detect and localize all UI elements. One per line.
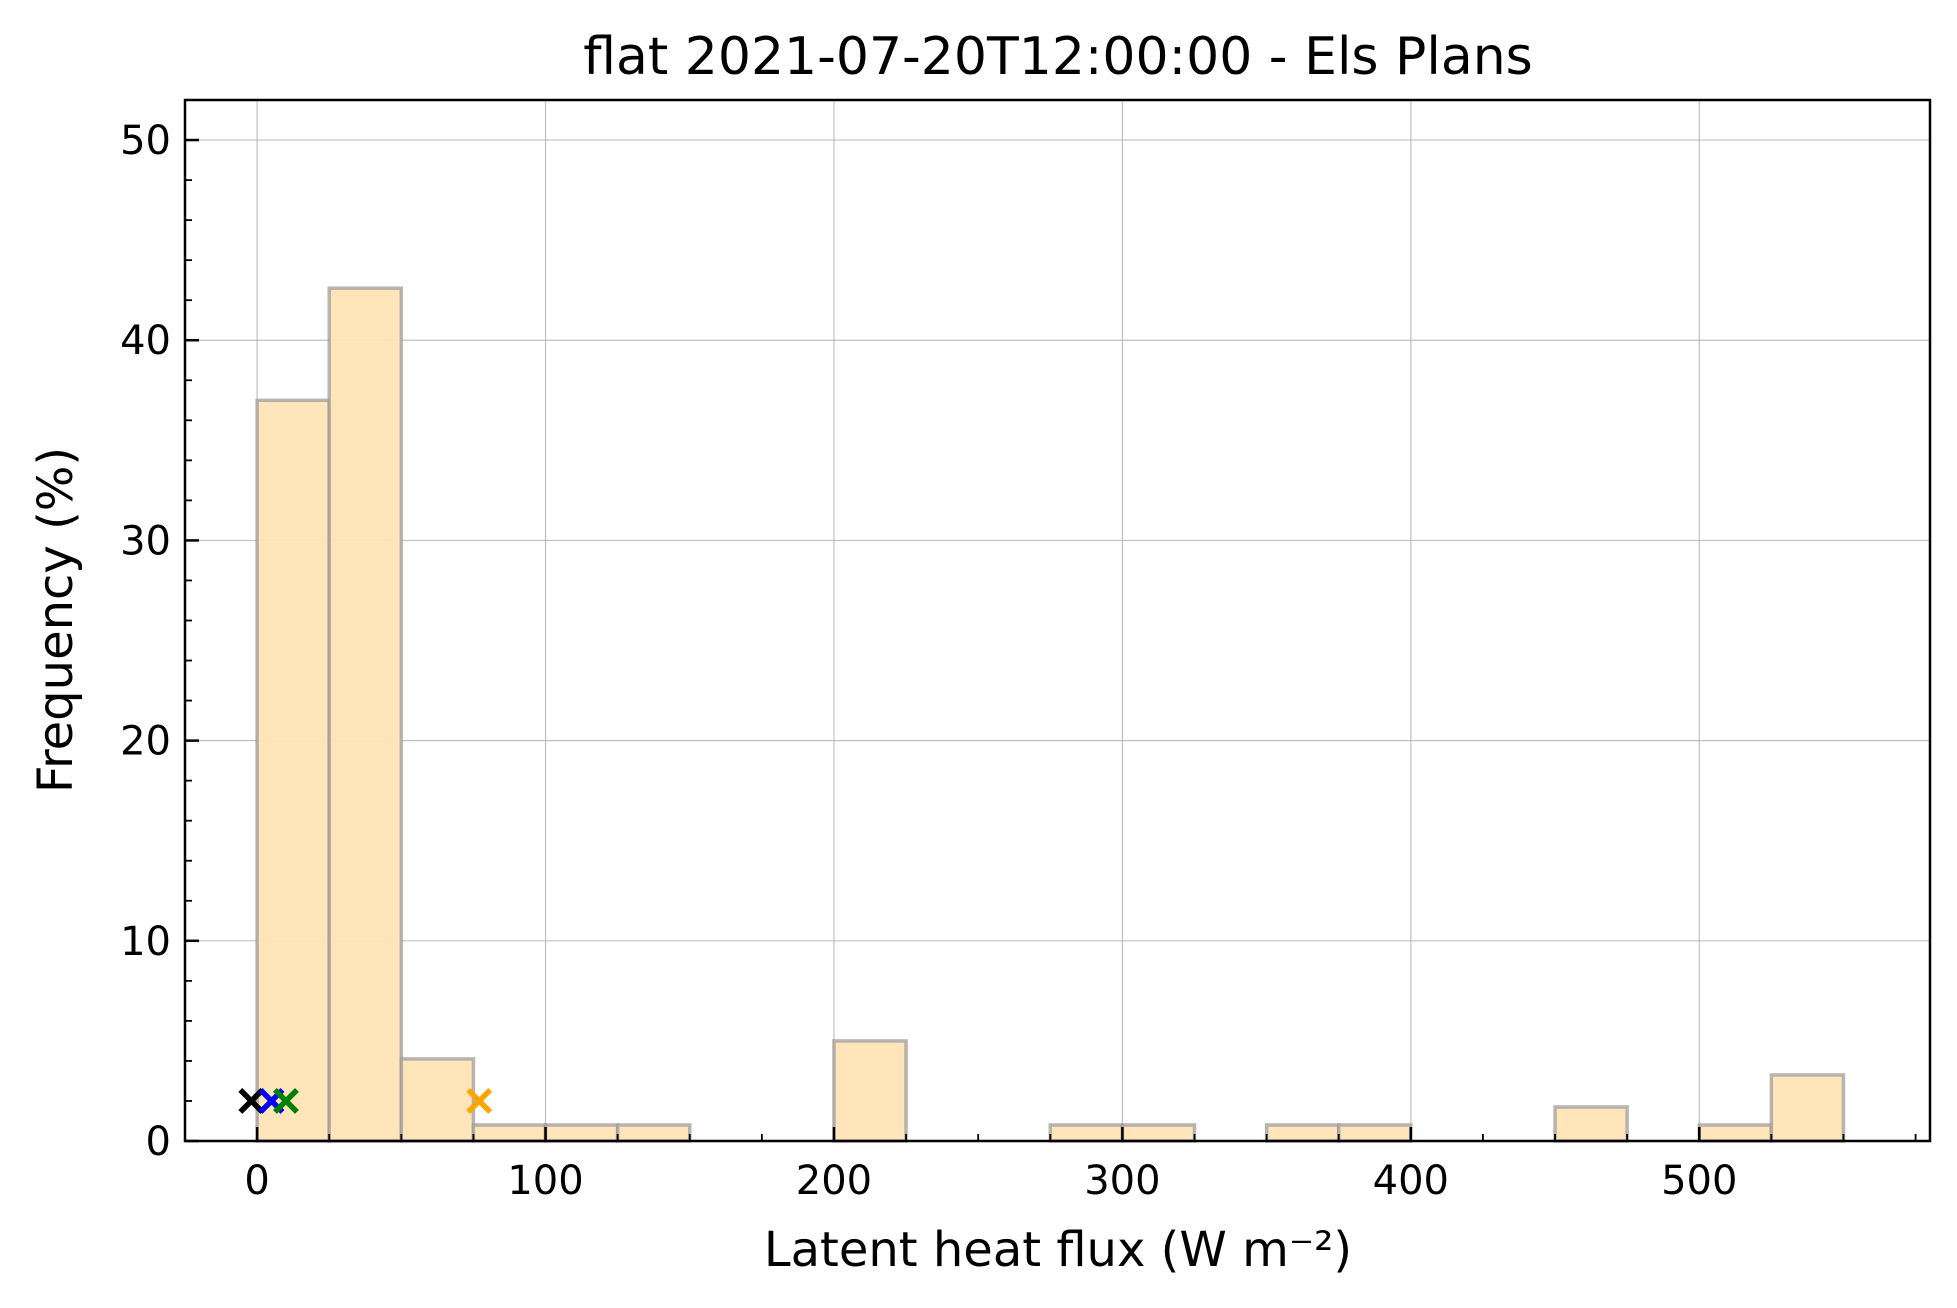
y-tick-label: 40 [120, 318, 171, 364]
y-tick-label: 0 [146, 1119, 171, 1165]
histogram-bar [832, 1039, 908, 1143]
x-tick-label: 400 [1373, 1158, 1449, 1204]
x-tick-label: 200 [796, 1158, 872, 1204]
y-tick-label: 20 [120, 719, 171, 765]
x-tick-label: 0 [244, 1158, 269, 1204]
x-marker [273, 1088, 299, 1114]
y-axis-label: Frequency (%) [28, 447, 84, 793]
x-axis-label: Latent heat flux (W m⁻²) [764, 1222, 1352, 1278]
x-marker-stroke [273, 1088, 299, 1114]
x-tick-labels: 0 100 200 300 400 500 [244, 1158, 1737, 1204]
histogram-bar [1120, 1123, 1197, 1143]
histogram-bar [1336, 1123, 1413, 1143]
histogram-bar [615, 1123, 692, 1143]
x-marker-stroke [466, 1088, 493, 1114]
x-marker [466, 1088, 493, 1114]
histogram-bar [471, 1123, 548, 1143]
histogram-bar [543, 1123, 620, 1143]
y-tick-label: 30 [120, 518, 171, 564]
histogram-bars [255, 286, 1846, 1143]
y-tick-label: 50 [120, 118, 171, 164]
histogram-bar [1264, 1123, 1341, 1143]
grid-lines [185, 100, 1930, 1142]
histogram-bar [327, 286, 404, 1143]
x-marker-stroke [238, 1088, 265, 1114]
x-tick-label: 500 [1661, 1158, 1737, 1204]
histogram-bar [1697, 1123, 1774, 1143]
x-tick-label: 100 [507, 1158, 583, 1204]
plot-frame [183, 98, 1932, 1143]
markers [238, 1088, 493, 1114]
y-tick-labels: 0 10 20 30 40 50 [120, 118, 171, 1165]
x-tick-label: 300 [1084, 1158, 1160, 1204]
histogram-bar [1553, 1105, 1629, 1143]
histogram-bar [1048, 1123, 1125, 1143]
histogram-bar [1769, 1073, 1846, 1143]
y-tick-label: 10 [120, 919, 171, 965]
chart-title: flat 2021-07-20T12:00:00 - Els Plans [583, 27, 1533, 87]
histogram-bar [399, 1057, 476, 1143]
histogram-bar [255, 398, 331, 1143]
axis-ticks [184, 99, 1917, 1143]
x-marker [238, 1088, 265, 1114]
